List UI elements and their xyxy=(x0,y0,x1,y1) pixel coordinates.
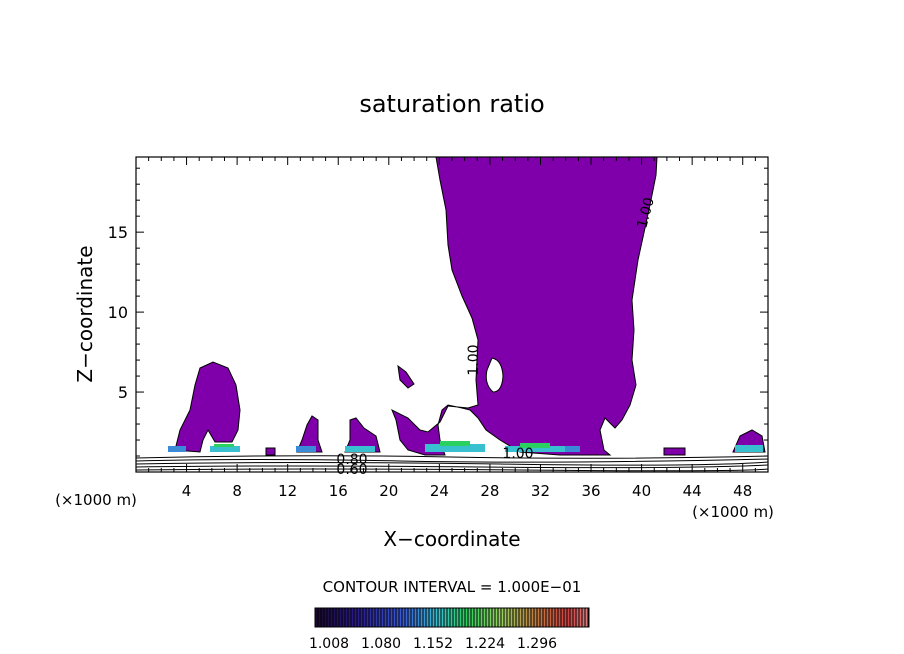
contour-label: 0.60 xyxy=(336,462,367,478)
tower-hole xyxy=(485,357,504,393)
tick-label: 8 xyxy=(232,482,242,500)
saturation-region-small xyxy=(397,364,415,389)
x-axis-label: X−coordinate xyxy=(383,527,520,551)
tick-label: 16 xyxy=(329,482,348,500)
high-saturation-patches xyxy=(168,441,763,452)
contour-label: 0.80 xyxy=(336,452,367,468)
saturation-region-tower xyxy=(391,157,658,456)
saturation-region-patch-1 xyxy=(663,447,686,456)
contour-label: 1.00 xyxy=(502,446,533,462)
y-axis-label: Z−coordinate xyxy=(73,245,97,382)
x-unit-left: (×1000 m) xyxy=(55,491,137,509)
x-axis-ticks: 4 8 12 16 20 24 28 32 36 40 44 48 xyxy=(148,157,756,500)
x-unit-right: (×1000 m) xyxy=(692,503,774,521)
contour-labels: 1.00 1.00 1.00 0.80 0.60 xyxy=(336,196,657,478)
colorbar-stripes xyxy=(317,608,589,627)
tick-label: 12 xyxy=(278,482,297,500)
tick-label: 1.152 xyxy=(413,636,453,652)
saturation-region-patch-2 xyxy=(265,447,276,456)
tick-label: 15 xyxy=(108,223,128,242)
tick-label: 20 xyxy=(379,482,398,500)
contour-label: 1.00 xyxy=(466,344,482,375)
tick-label: 1.080 xyxy=(361,636,401,652)
surface-contour-lines xyxy=(136,455,768,472)
colorbar-labels: 1.008 1.080 1.152 1.224 1.296 xyxy=(309,636,557,652)
colorbar xyxy=(314,607,590,628)
saturation-region-plume-1 xyxy=(296,415,323,453)
tick-label: 28 xyxy=(480,482,499,500)
y-axis-ticks: 5 10 15 xyxy=(108,167,768,457)
tick-label: 1.008 xyxy=(309,636,349,652)
tick-label: 32 xyxy=(531,482,550,500)
tick-label: 44 xyxy=(683,482,702,500)
contour-interval: CONTOUR INTERVAL = 1.000E−01 xyxy=(323,578,582,596)
tick-label: 1.224 xyxy=(465,636,505,652)
contour-label: 1.00 xyxy=(634,196,658,230)
tick-label: 5 xyxy=(118,383,128,402)
tick-label: 10 xyxy=(108,303,128,322)
tick-label: 48 xyxy=(733,482,752,500)
tick-label: 4 xyxy=(182,482,192,500)
saturation-region-plume-2 xyxy=(344,417,381,453)
plot-area xyxy=(136,157,768,472)
tick-label: 24 xyxy=(430,482,449,500)
tick-label: 1.296 xyxy=(517,636,557,652)
tick-label: 40 xyxy=(632,482,651,500)
tick-label: 36 xyxy=(581,482,600,500)
chart-title: saturation ratio xyxy=(359,90,544,118)
saturation-region-left xyxy=(174,361,241,453)
